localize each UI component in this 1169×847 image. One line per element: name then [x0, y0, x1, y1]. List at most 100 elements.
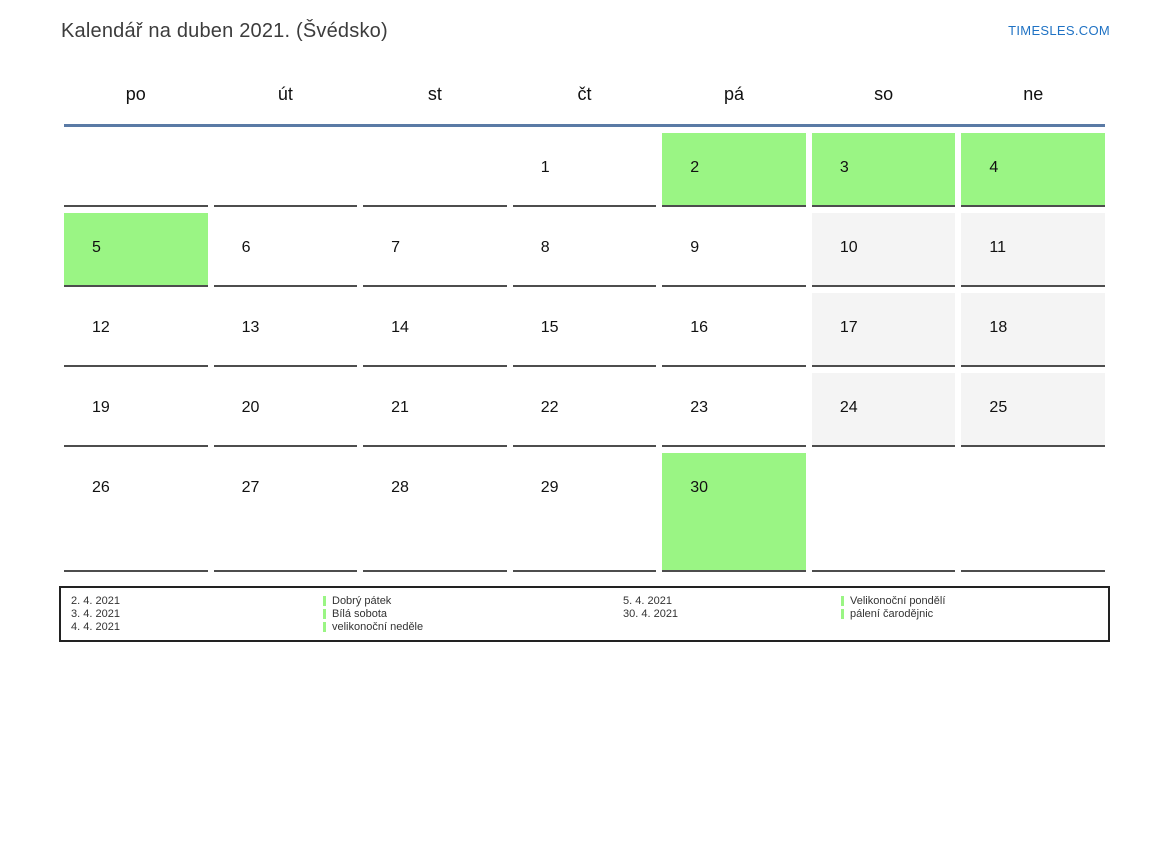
day-number: 19 — [92, 399, 110, 416]
legend-label: velikonoční neděle — [323, 621, 423, 633]
day-cell-12: 12 — [64, 293, 208, 367]
legend-date: 4. 4. 2021 — [71, 620, 120, 633]
day-number: 8 — [540, 239, 550, 256]
weekday-header-so: so — [874, 84, 894, 104]
day-number: 9 — [690, 239, 700, 256]
day-cell-17: 17 — [811, 293, 956, 367]
day-number: 16 — [690, 319, 709, 336]
day-number: 13 — [241, 319, 260, 336]
day-cell-16: 16 — [662, 293, 806, 367]
empty-cell — [811, 453, 956, 572]
day-number: 18 — [989, 319, 1008, 336]
weekday-header-čt: čt — [577, 84, 592, 104]
day-number: 5 — [92, 239, 101, 256]
day-number: 21 — [391, 399, 409, 416]
day-cell-30: 30 — [662, 453, 806, 572]
day-cell-1: 1 — [512, 133, 657, 207]
day-number: 28 — [391, 479, 409, 496]
empty-cell — [64, 133, 208, 207]
day-number: 15 — [540, 319, 559, 336]
day-cell-5: 5 — [64, 213, 208, 287]
day-cell-24: 24 — [811, 373, 956, 447]
legend-date: 3. 4. 2021 — [71, 607, 120, 620]
day-cell-13: 13 — [213, 293, 358, 367]
legend-label-text: Bílá sobota — [332, 607, 388, 620]
day-cell-6: 6 — [213, 213, 358, 287]
day-cell-15: 15 — [512, 293, 657, 367]
legend-label: Velikonoční pondělí — [841, 595, 945, 607]
holiday-marker-icon — [841, 595, 844, 606]
day-number: 2 — [690, 159, 700, 176]
calendar-grid: 1 2 3 4 5 6 7 8 9 10 11 12 13 14 15 16 17 18 19 20 21 22 23 24 2… — [64, 133, 1105, 572]
day-number: 30 — [690, 479, 709, 496]
legend-entry: 3. 4. 2021 Bílá sobota — [71, 607, 623, 620]
day-cell-7: 7 — [363, 213, 507, 287]
legend-group-2: 5. 4. 2021 Velikonoční pondělí 30. 4. 2021… — [623, 594, 1108, 633]
day-cell-8: 8 — [512, 213, 657, 287]
legend-entry: 4. 4. 2021 velikonoční neděle — [71, 620, 623, 633]
weekday-header-row: po út st čt pá so ne — [64, 43, 1105, 127]
legend-box: 2. 4. 2021 Dobrý pátek 3. 4. 2021 Bílá sobo… — [59, 586, 1110, 642]
day-number: 23 — [690, 399, 709, 416]
day-number: 29 — [540, 479, 559, 496]
holiday-marker-icon — [323, 608, 326, 619]
legend-entry: 2. 4. 2021 Dobrý pátek — [71, 594, 623, 607]
holiday-marker-icon — [323, 621, 326, 632]
day-number: 3 — [839, 159, 849, 176]
day-number: 1 — [540, 159, 550, 176]
day-cell-28: 28 — [363, 453, 507, 572]
empty-cell — [213, 133, 358, 207]
site-link[interactable]: TIMESLES.COM — [1008, 23, 1110, 38]
legend-entry: 5. 4. 2021 Velikonoční pondělí — [623, 594, 1108, 607]
calendar-page: Kalendář na duben 2021. (Švédsko) TIMESL… — [0, 20, 1169, 847]
calendar: po út st čt pá so ne 1 2 3 4 5 6 7 8 9 10 11 12 13 14 15 16 17… — [64, 43, 1105, 572]
day-cell-27: 27 — [213, 453, 358, 572]
empty-cell — [961, 453, 1105, 572]
day-cell-4: 4 — [961, 133, 1105, 207]
legend-group-1: 2. 4. 2021 Dobrý pátek 3. 4. 2021 Bílá sobo… — [71, 594, 623, 633]
day-number: 11 — [989, 239, 1007, 256]
legend-label-text: Dobrý pátek — [332, 594, 392, 607]
day-number: 17 — [839, 319, 858, 336]
weekday-header-út: út — [277, 84, 293, 104]
day-number: 6 — [241, 239, 251, 256]
day-number: 10 — [839, 239, 858, 256]
day-number: 4 — [989, 159, 999, 176]
weekday-header-po: po — [125, 84, 146, 104]
day-number: 7 — [391, 239, 401, 256]
day-cell-19: 19 — [64, 373, 208, 447]
weekday-header-st: st — [427, 84, 442, 104]
weekday-header-pá: pá — [724, 84, 745, 104]
title-bar: Kalendář na duben 2021. (Švédsko) TIMESL… — [61, 20, 1110, 43]
day-number: 22 — [540, 399, 559, 416]
day-cell-11: 11 — [961, 213, 1105, 287]
day-number: 20 — [241, 399, 260, 416]
page-title: Kalendář na duben 2021. (Švédsko) — [61, 20, 388, 42]
day-number: 27 — [241, 479, 260, 496]
holiday-marker-icon — [841, 608, 844, 619]
day-cell-9: 9 — [662, 213, 806, 287]
day-number: 12 — [92, 319, 110, 336]
day-cell-18: 18 — [961, 293, 1105, 367]
day-number: 25 — [989, 399, 1008, 416]
holiday-marker-icon — [323, 595, 326, 606]
day-number: 26 — [92, 479, 110, 496]
legend-date: 30. 4. 2021 — [623, 607, 679, 620]
legend-label: Dobrý pátek — [323, 595, 391, 607]
day-number: 14 — [391, 319, 409, 336]
legend-label: Bílá sobota — [323, 608, 387, 620]
legend-date: 5. 4. 2021 — [623, 594, 672, 607]
day-cell-3: 3 — [811, 133, 956, 207]
day-cell-21: 21 — [363, 373, 507, 447]
legend-label: pálení čarodějnic — [841, 608, 933, 620]
legend-entry: 30. 4. 2021 pálení čarodějnic — [623, 607, 1108, 620]
empty-cell — [363, 133, 507, 207]
day-cell-25: 25 — [961, 373, 1105, 447]
day-cell-26: 26 — [64, 453, 208, 572]
day-cell-14: 14 — [363, 293, 507, 367]
day-number: 24 — [839, 399, 858, 416]
weekday-header-ne: ne — [1023, 84, 1044, 104]
day-cell-23: 23 — [662, 373, 806, 447]
legend-date: 2. 4. 2021 — [71, 594, 120, 607]
legend-label-text: Velikonoční pondělí — [850, 594, 946, 607]
